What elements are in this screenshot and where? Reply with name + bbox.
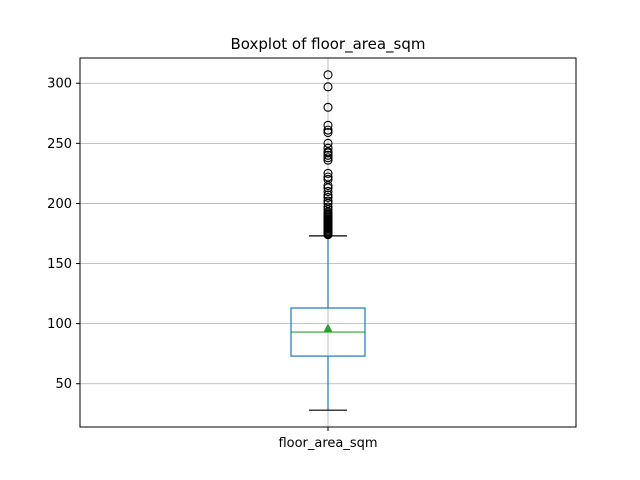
y-tick-label: 50 bbox=[55, 377, 72, 392]
outlier-point bbox=[323, 150, 333, 160]
outlier-point bbox=[323, 125, 333, 135]
outlier-point bbox=[323, 202, 333, 212]
outlier-point bbox=[323, 186, 333, 196]
outlier-point bbox=[323, 153, 333, 163]
outlier-point bbox=[323, 102, 333, 112]
box-layer bbox=[290, 70, 366, 411]
outlier-point bbox=[323, 190, 333, 200]
y-tick-label: 150 bbox=[47, 257, 72, 272]
axes: 50 100 150 200 250 300 floor_area_sqm bbox=[47, 57, 577, 451]
y-tick-label: 100 bbox=[47, 317, 72, 332]
outlier-point bbox=[323, 192, 333, 202]
outlier-point bbox=[323, 82, 333, 92]
y-tick-label: 300 bbox=[47, 77, 72, 92]
outlier-point bbox=[323, 143, 333, 153]
outlier-point bbox=[323, 172, 333, 182]
x-tick-label: floor_area_sqm bbox=[278, 436, 377, 451]
outlier-point bbox=[323, 196, 333, 206]
y-tick-label: 200 bbox=[47, 197, 72, 212]
chart-title: Boxplot of floor_area_sqm bbox=[231, 35, 426, 54]
outlier-point bbox=[323, 138, 333, 148]
outlier-point bbox=[323, 127, 333, 138]
outlier-point bbox=[323, 70, 333, 80]
outlier-point bbox=[323, 174, 333, 184]
outlier-point bbox=[323, 168, 333, 178]
outlier-point bbox=[323, 120, 333, 130]
y-tick-label: 250 bbox=[47, 137, 72, 152]
mean-marker bbox=[323, 323, 333, 332]
